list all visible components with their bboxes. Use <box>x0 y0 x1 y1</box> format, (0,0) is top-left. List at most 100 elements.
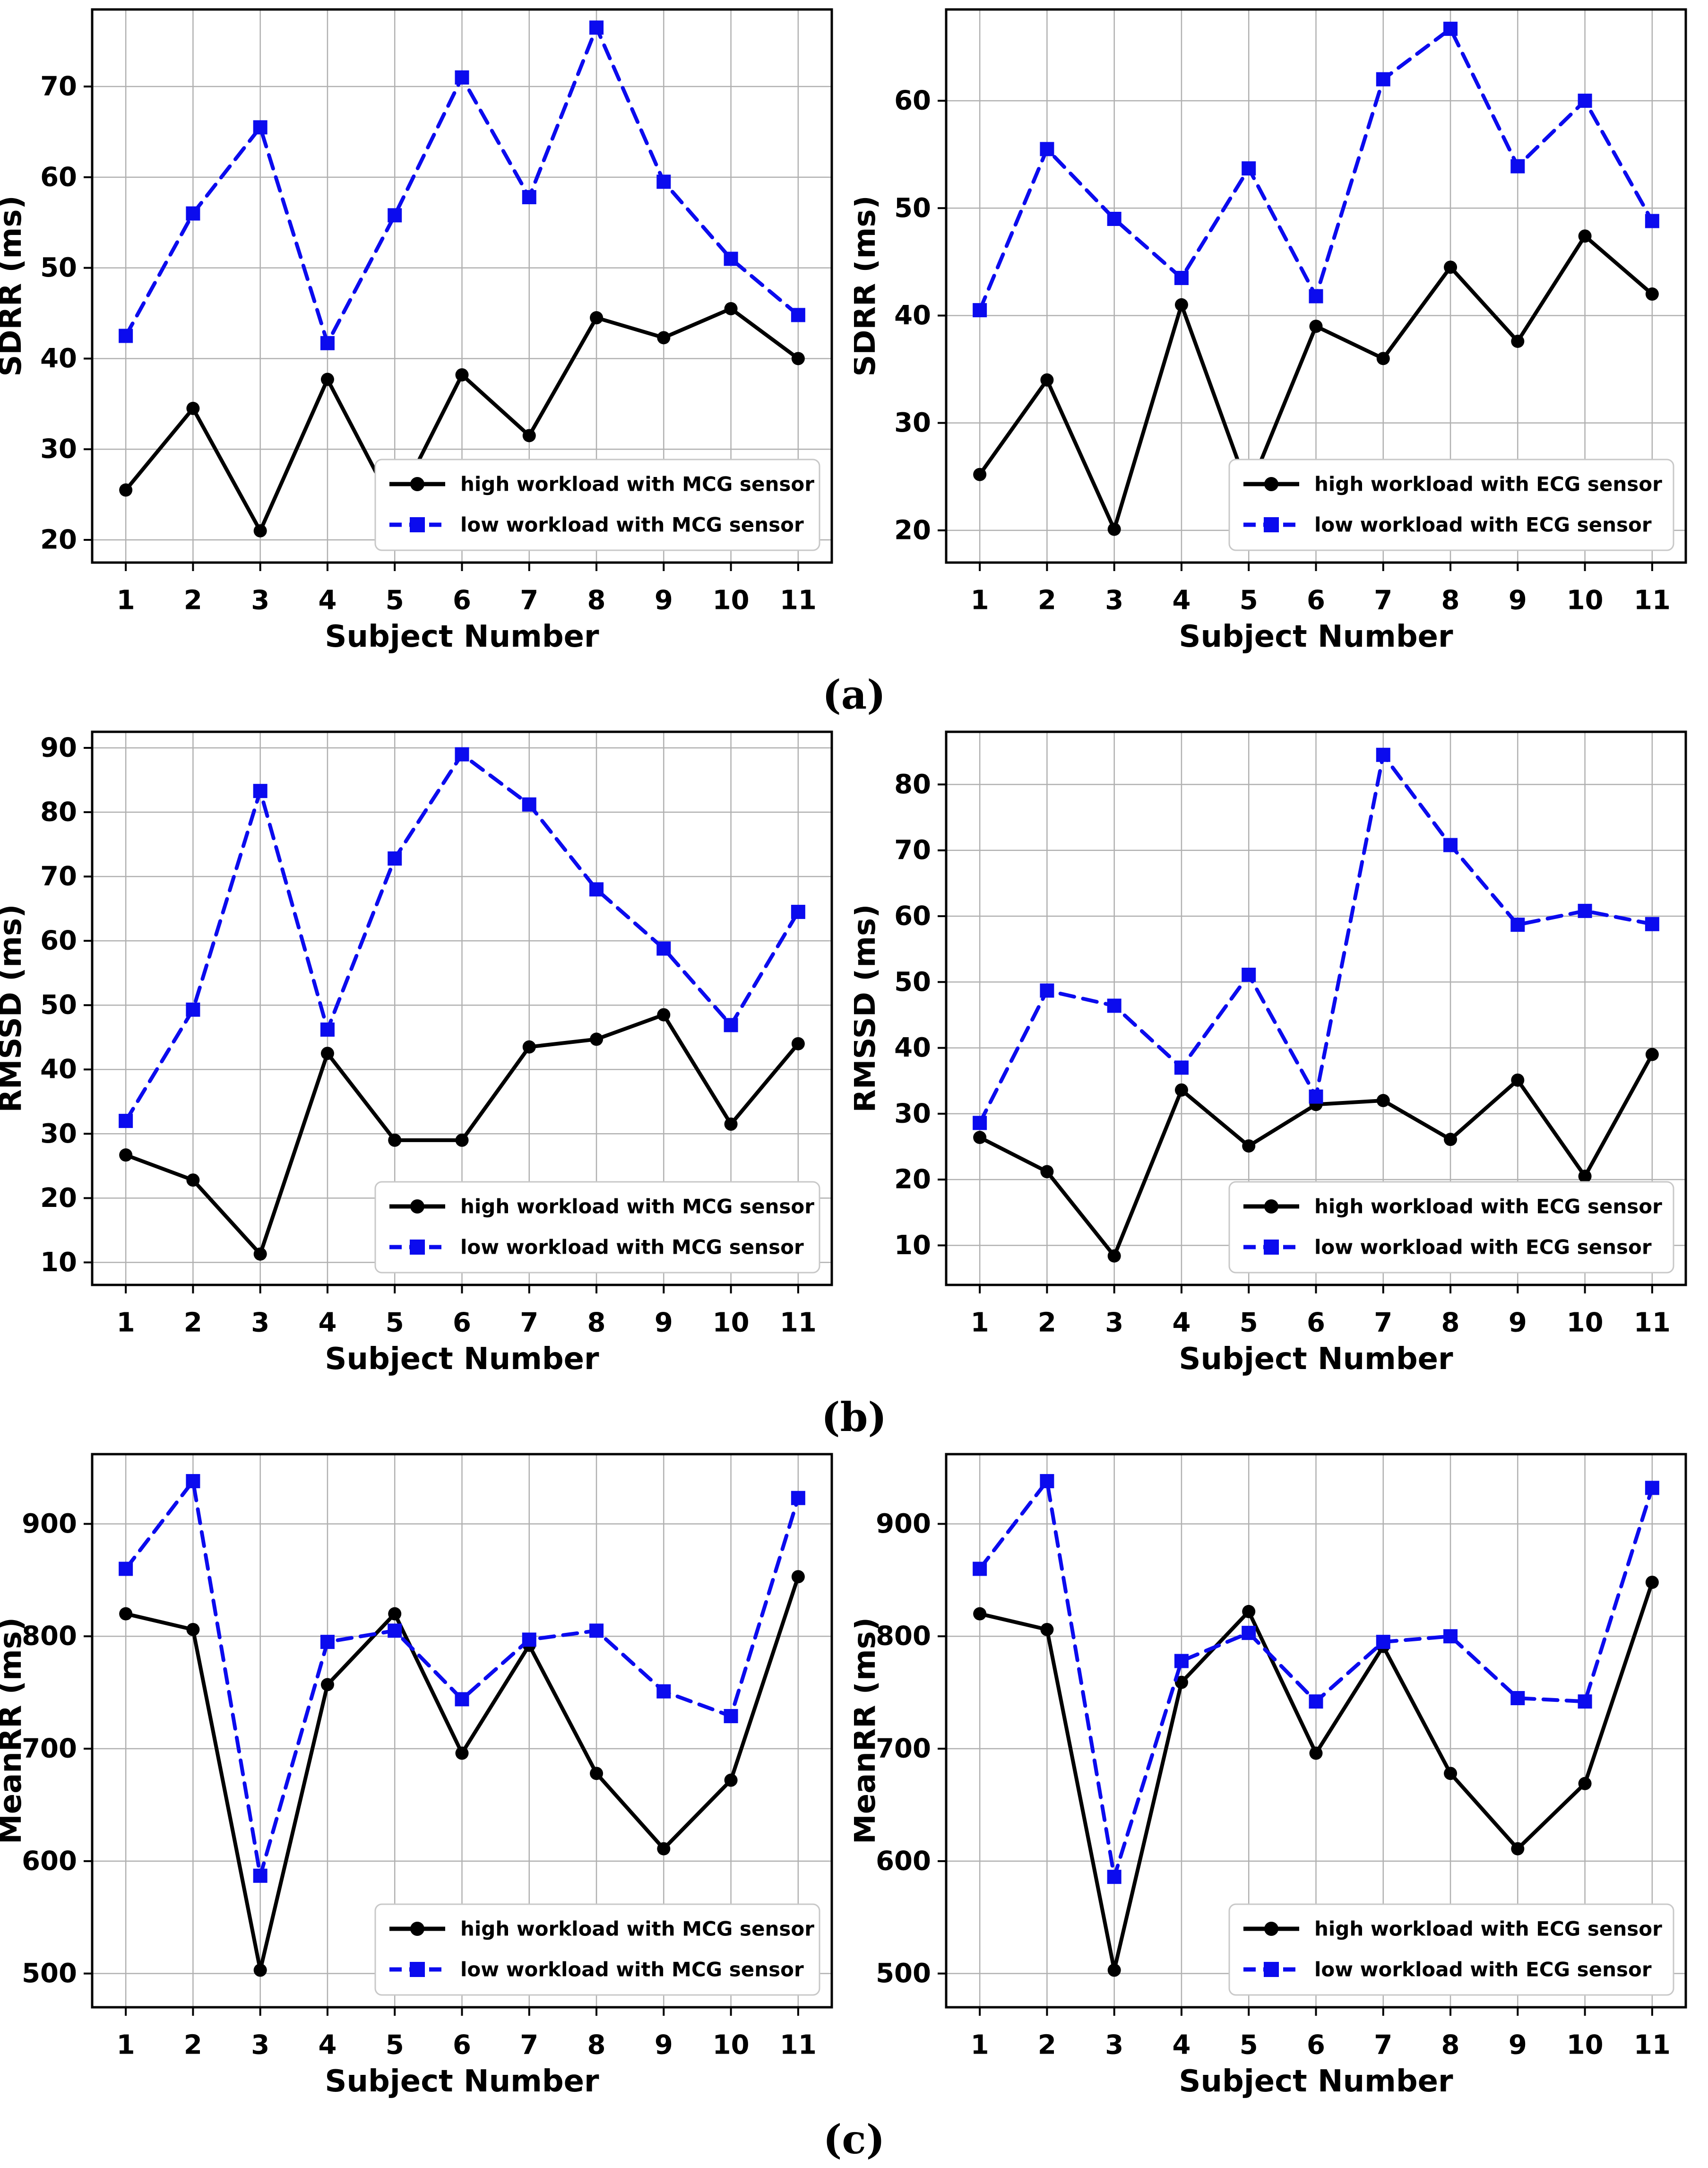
data-marker-square <box>973 1561 987 1576</box>
chart-svg-meanrr-mcg: 1 2 3 4 5 6 7 8 9 10 11 500 600 700 800 900 Subject Numb… <box>0 1453 833 2099</box>
data-marker-square <box>791 308 805 322</box>
plot-border <box>945 730 1687 1286</box>
x-tick-label: 7 <box>520 1308 538 1338</box>
data-marker-square <box>791 1491 805 1505</box>
data-marker-circle <box>590 1032 604 1046</box>
legend-marker-square <box>1264 517 1279 532</box>
x-axis-label: Subject Number <box>325 2064 599 2099</box>
x-tick-label: 5 <box>1240 2030 1258 2061</box>
data-marker-circle <box>119 1607 133 1621</box>
y-tick-label: 20 <box>40 525 77 555</box>
x-tick-label: 1 <box>971 2030 989 2061</box>
x-tick-label: 6 <box>453 2030 471 2061</box>
data-marker-circle <box>791 1037 805 1050</box>
x-axis-label: Subject Number <box>325 1342 599 1377</box>
data-marker-circle <box>1242 1139 1256 1153</box>
x-tick-label: 11 <box>780 585 817 616</box>
y-tick-label: 500 <box>876 1958 931 1989</box>
data-marker-square <box>253 784 267 798</box>
legend-marker-circle <box>1264 1922 1278 1936</box>
data-marker-square <box>1242 967 1256 982</box>
legend-label: high workload with ECG sensor <box>1314 1195 1662 1218</box>
data-marker-circle <box>1040 373 1054 387</box>
y-tick-label: 50 <box>40 252 77 283</box>
chart-svg-rmssd-ecg: 1 2 3 4 5 6 7 8 9 10 11 10 20 30 40 50 60 70 80 Subject Num… <box>854 730 1687 1377</box>
data-marker-circle <box>455 1746 469 1760</box>
legend-label: high workload with MCG sensor <box>460 1195 814 1218</box>
y-tick-label: 60 <box>894 901 931 932</box>
data-marker-square <box>1040 983 1054 998</box>
y-tick-label: 900 <box>22 1509 77 1539</box>
data-marker-circle <box>1645 287 1659 301</box>
data-marker-square <box>455 1692 469 1707</box>
x-tick-label: 5 <box>386 2030 404 2061</box>
legend-box <box>374 1903 820 1996</box>
data-marker-square <box>1174 1060 1189 1075</box>
legend-marker-circle <box>1264 477 1278 491</box>
y-tick-label: 700 <box>22 1734 77 1764</box>
x-tick-label: 6 <box>453 585 471 616</box>
x-tick-label: 10 <box>713 1308 750 1338</box>
data-marker-square <box>388 208 402 223</box>
data-marker-square <box>119 329 133 343</box>
legend-marker-square <box>410 1240 425 1255</box>
x-tick-label: 6 <box>1307 1308 1325 1338</box>
caption-c-text: (c) <box>823 2116 885 2163</box>
plot-border <box>945 1453 1687 2009</box>
data-marker-circle <box>1511 1842 1525 1856</box>
legend-label: low workload with MCG sensor <box>460 1236 804 1259</box>
data-marker-circle <box>1444 260 1458 274</box>
data-marker-square <box>589 20 604 35</box>
legend-box <box>1228 1181 1674 1274</box>
y-tick-label: 900 <box>876 1509 931 1539</box>
legend-label: high workload with ECG sensor <box>1314 1917 1662 1941</box>
y-tick-label: 50 <box>894 967 931 997</box>
data-marker-square <box>186 206 200 221</box>
y-axis-label: SDRR (ms) <box>854 195 882 376</box>
y-axis-label: MeanRR (ms) <box>854 1617 882 1844</box>
data-marker-circle <box>388 1607 402 1621</box>
x-tick-label: 4 <box>318 2030 336 2061</box>
data-marker-circle <box>1511 1073 1525 1087</box>
data-marker-circle <box>791 1570 805 1584</box>
x-tick-label: 9 <box>655 1308 673 1338</box>
caption-b-text: (b) <box>821 1393 887 1440</box>
x-tick-label: 8 <box>587 1308 606 1338</box>
x-tick-label: 9 <box>655 585 673 616</box>
data-marker-circle <box>119 1148 133 1162</box>
x-tick-label: 11 <box>780 1308 817 1338</box>
legend-label: low workload with MCG sensor <box>460 1958 804 1981</box>
data-marker-circle <box>186 1622 200 1636</box>
x-tick-label: 2 <box>184 1308 202 1338</box>
data-marker-square <box>1107 212 1121 226</box>
x-tick-label: 9 <box>655 2030 673 2061</box>
x-tick-label: 3 <box>1105 585 1123 616</box>
x-tick-label: 8 <box>1441 585 1460 616</box>
data-marker-square <box>186 1474 200 1489</box>
data-marker-square <box>1645 917 1659 931</box>
legend-label: high workload with ECG sensor <box>1314 473 1662 496</box>
x-tick-label: 4 <box>1172 2030 1190 2061</box>
data-marker-square <box>253 1868 267 1883</box>
data-marker-circle <box>590 1767 604 1780</box>
chart-svg-meanrr-ecg: 1 2 3 4 5 6 7 8 9 10 11 500 600 700 800 900 Subject Numb… <box>854 1453 1687 2099</box>
row-rmssd: 1 2 3 4 5 6 7 8 9 10 11 10 20 30 40 50 60 70 80 90 Subject N… <box>0 722 1708 1389</box>
data-marker-square <box>1309 1694 1323 1709</box>
x-tick-label: 6 <box>453 1308 471 1338</box>
data-marker-circle <box>186 1173 200 1187</box>
x-tick-label: 4 <box>1172 1308 1190 1338</box>
x-tick-label: 8 <box>587 585 606 616</box>
x-tick-label: 7 <box>520 2030 538 2061</box>
data-marker-circle <box>973 1607 987 1621</box>
data-marker-square <box>1376 72 1390 87</box>
x-axis-label: Subject Number <box>325 619 599 654</box>
y-axis-label: RMSSD (ms) <box>0 904 28 1113</box>
y-tick-label: 600 <box>22 1846 77 1876</box>
x-tick-label: 8 <box>587 2030 606 2061</box>
plot-border <box>91 8 833 564</box>
x-tick-label: 7 <box>1374 1308 1392 1338</box>
y-tick-label: 30 <box>40 1119 77 1149</box>
y-tick-label: 20 <box>40 1183 77 1214</box>
data-marker-square <box>388 1623 402 1638</box>
data-marker-square <box>455 70 469 85</box>
